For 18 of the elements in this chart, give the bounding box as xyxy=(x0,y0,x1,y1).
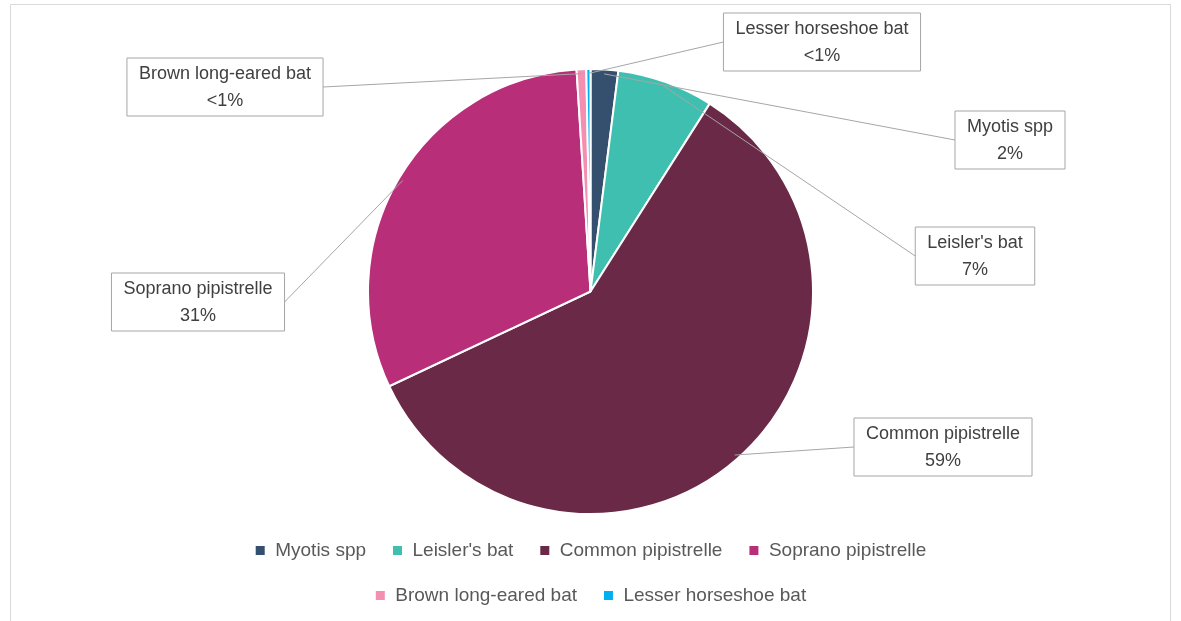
slice-label: Common pipistrelle xyxy=(865,422,1021,443)
data-label: 59% xyxy=(924,449,962,470)
slice-label: Lesser horseshoe bat xyxy=(735,17,909,38)
data-label: <1% xyxy=(206,89,244,110)
slice-label: Myotis spp xyxy=(966,115,1054,136)
slice-label: Soprano pipistrelle xyxy=(123,277,273,298)
data-label: 31% xyxy=(179,304,217,325)
legend-label: Soprano pipistrelle xyxy=(768,538,927,560)
data-label: <1% xyxy=(803,44,841,65)
legend-label: Myotis spp xyxy=(275,538,367,560)
legend-label: Leisler's bat xyxy=(412,538,515,560)
slice-label: Leisler's bat xyxy=(927,231,1023,252)
data-label: 7% xyxy=(961,258,989,279)
legend-label: Brown long-eared bat xyxy=(395,583,578,605)
slice-label: Brown long-eared bat xyxy=(138,62,312,83)
legend-label: Lesser horseshoe bat xyxy=(623,583,807,605)
legend-label: Common pipistrelle xyxy=(559,538,723,560)
data-label: 2% xyxy=(996,142,1024,163)
